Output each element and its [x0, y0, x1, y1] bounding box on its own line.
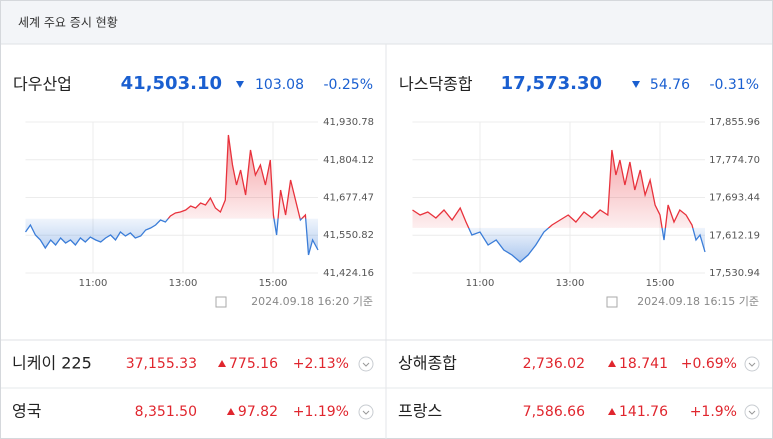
market-percent: +1.19% [293, 404, 349, 420]
y-tick-label: 41,804.12 [323, 155, 374, 166]
expand-chevron [362, 410, 370, 415]
up-arrow [218, 360, 226, 367]
market-price: 8,351.50 [135, 404, 197, 420]
expand-chevron [748, 362, 756, 367]
change-arrow [632, 81, 640, 88]
y-tick-label: 41,677.47 [323, 193, 374, 204]
up-arrow [608, 408, 616, 415]
market-percent: +0.69% [681, 356, 737, 372]
market-change: 775.16 [229, 356, 278, 372]
area [25, 135, 318, 255]
market-name: 니케이 225 [12, 354, 92, 373]
y-tick-label: 17,612.19 [709, 230, 760, 241]
market-name: 프랑스 [398, 402, 442, 421]
header-title: 세계 주요 증시 현황 [18, 16, 118, 30]
market-percent: +2.13% [293, 356, 349, 372]
header-bar [1, 1, 772, 44]
price-line [24, 134, 319, 256]
area [412, 150, 705, 262]
clock-icon [215, 296, 227, 308]
price-line [412, 149, 706, 263]
timestamp: 2024.09.18 16:20 기준 [251, 295, 373, 308]
y-tick-label: 17,693.44 [709, 193, 760, 204]
y-tick-label: 17,855.96 [709, 117, 760, 128]
market-change: 18.741 [619, 356, 668, 372]
market-price: 2,736.02 [523, 356, 585, 372]
y-tick-label: 17,774.70 [709, 155, 760, 166]
expand-chevron [748, 410, 756, 415]
timestamp: 2024.09.18 16:15 기준 [637, 295, 759, 308]
x-tick-label: 15:00 [259, 278, 288, 289]
index-price: 41,503.10 [121, 73, 222, 94]
market-price: 7,586.66 [523, 404, 585, 420]
x-tick-label: 13:00 [556, 278, 585, 289]
x-tick-label: 11:00 [466, 278, 495, 289]
index-change: 54.76 [650, 77, 690, 93]
index-name: 다우산업 [13, 75, 72, 94]
change-arrow [236, 81, 244, 88]
market-price: 37,155.33 [126, 356, 197, 372]
y-tick-label: 17,530.94 [709, 268, 760, 279]
expand-chevron [362, 362, 370, 367]
index-percent: -0.25% [323, 77, 373, 93]
expand-button [744, 356, 760, 372]
x-tick-label: 13:00 [169, 278, 198, 289]
market-percent: +1.9% [690, 404, 737, 420]
index-percent: -0.31% [709, 77, 759, 93]
expand-button [744, 404, 760, 420]
market-name: 영국 [12, 402, 41, 421]
y-tick-label: 41,424.16 [323, 268, 374, 279]
clock-icon [606, 296, 618, 308]
expand-button [358, 356, 374, 372]
expand-button [358, 404, 374, 420]
market-name: 상해종합 [398, 354, 457, 373]
market-change: 141.76 [619, 404, 668, 420]
up-arrow [226, 408, 235, 415]
index-price: 17,573.30 [501, 73, 602, 94]
y-tick-label: 41,930.78 [323, 117, 374, 128]
index-name: 나스닥종합 [399, 75, 473, 94]
y-tick-label: 41,550.82 [323, 230, 374, 241]
index-change: 103.08 [255, 77, 304, 93]
up-arrow [608, 360, 616, 367]
market-change: 97.82 [238, 404, 278, 420]
x-tick-label: 11:00 [79, 278, 108, 289]
x-tick-label: 15:00 [646, 278, 675, 289]
